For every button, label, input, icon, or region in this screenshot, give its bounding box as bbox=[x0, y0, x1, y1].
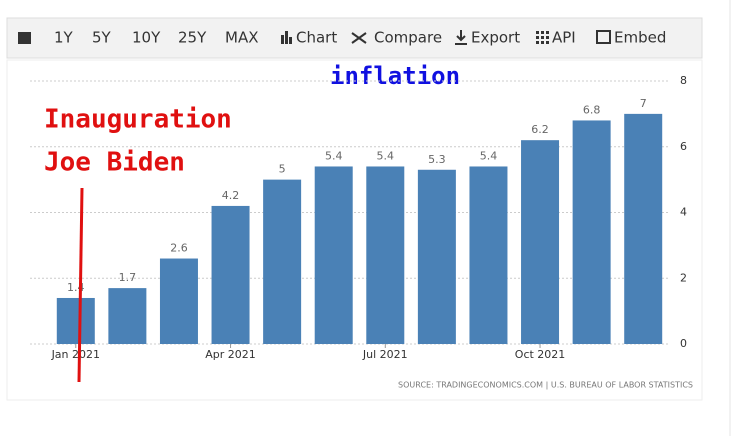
x-tick-label: Apr 2021 bbox=[205, 348, 256, 361]
x-tick-label: Jan 2021 bbox=[51, 348, 100, 361]
y-tick-label: 8 bbox=[680, 74, 687, 87]
value-label: 5.4 bbox=[480, 149, 498, 162]
chart-title: inflation bbox=[330, 62, 460, 90]
value-label: 5.3 bbox=[428, 153, 446, 166]
value-label: 4.2 bbox=[222, 189, 240, 202]
compare-icon[interactable] bbox=[351, 32, 367, 44]
bar bbox=[314, 166, 353, 344]
bar bbox=[624, 113, 663, 344]
annotation: Joe Biden bbox=[44, 148, 185, 178]
inauguration-line bbox=[77, 187, 84, 383]
export-icon[interactable] bbox=[455, 30, 467, 45]
bar bbox=[521, 140, 560, 344]
bar bbox=[417, 169, 456, 344]
y-tick-label: 2 bbox=[680, 271, 687, 284]
value-label: 6.2 bbox=[531, 123, 549, 136]
api-icon[interactable] bbox=[536, 31, 549, 44]
bar bbox=[211, 205, 250, 344]
bar bbox=[108, 288, 147, 344]
bar bbox=[469, 166, 508, 344]
value-label: 5 bbox=[279, 163, 286, 176]
value-label: 5.4 bbox=[325, 149, 343, 162]
source: SOURCE: TRADINGECONOMICS.COM | U.S. BURE… bbox=[398, 381, 693, 390]
value-label: 2.6 bbox=[170, 242, 188, 255]
toolbar-button[interactable]: 5Y bbox=[92, 29, 112, 47]
toolbar-button[interactable]: Compare bbox=[374, 29, 442, 47]
toolbar-button[interactable]: API bbox=[552, 29, 576, 47]
embed-icon[interactable] bbox=[596, 30, 611, 44]
chart-icon[interactable] bbox=[281, 35, 284, 44]
toolbar bbox=[6, 17, 703, 59]
x-tick-label: Jul 2021 bbox=[362, 348, 408, 361]
y-tick-label: 4 bbox=[680, 206, 687, 219]
value-label: 6.8 bbox=[583, 103, 601, 116]
y-tick-label: 6 bbox=[680, 140, 687, 153]
value-label: 7 bbox=[640, 97, 647, 110]
toolbar-items: 1Y 5Y 10Y 25Y MAX Chart Compare Export API Embed bbox=[54, 29, 666, 47]
x-tick-label: Oct 2021 bbox=[515, 348, 566, 361]
bar bbox=[56, 297, 95, 344]
toolbar-button[interactable]: Export bbox=[471, 29, 520, 47]
bar bbox=[366, 166, 405, 344]
toolbar-button[interactable]: MAX bbox=[225, 29, 258, 47]
bar bbox=[159, 258, 198, 344]
value-label: 1.7 bbox=[119, 271, 137, 284]
y-tick-label: 0 bbox=[680, 337, 687, 350]
toolbar-icons bbox=[18, 30, 611, 45]
toolbar-button[interactable]: Embed bbox=[614, 29, 666, 47]
annotation: Inauguration bbox=[44, 105, 232, 135]
calendar-icon[interactable] bbox=[18, 32, 31, 44]
toolbar-button[interactable]: Chart bbox=[296, 29, 337, 47]
bar bbox=[263, 179, 302, 344]
toolbar-button[interactable]: 1Y bbox=[54, 29, 74, 47]
toolbar-button[interactable]: 25Y bbox=[178, 29, 207, 47]
toolbar-button[interactable]: 10Y bbox=[132, 29, 161, 47]
bar bbox=[572, 120, 611, 344]
value-label: 5.4 bbox=[377, 149, 395, 162]
